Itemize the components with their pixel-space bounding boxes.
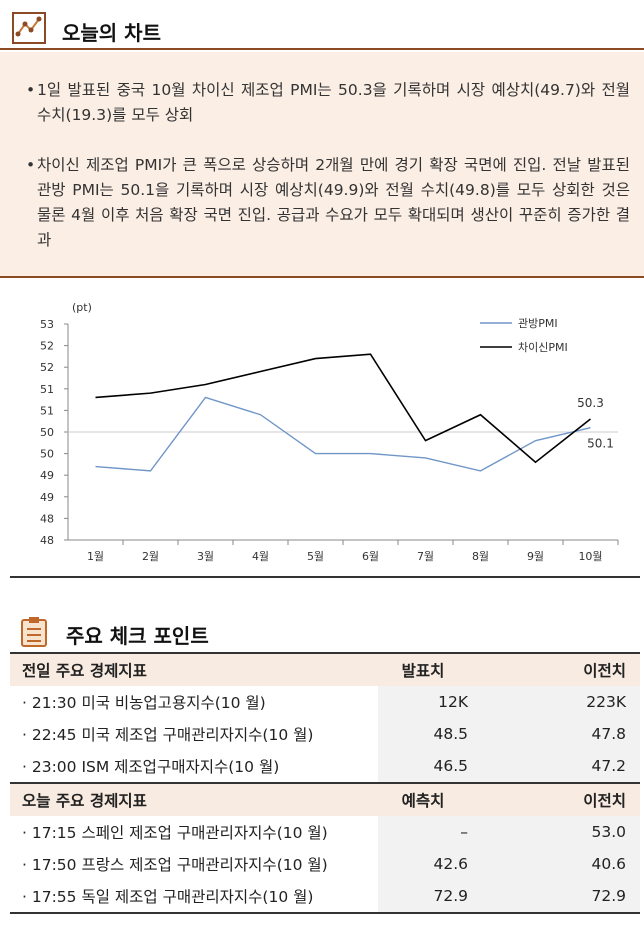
table-cell: – — [378, 816, 476, 848]
y-tick-label: 51 — [40, 383, 54, 396]
header-rule — [0, 48, 644, 50]
bullet: • 차이신 제조업 PMI가 큰 폭으로 상승하며 2개월 만에 경기 확장 국면… — [26, 153, 630, 253]
table-header-row: 오늘 주요 경제지표 예측치 이전치 — [10, 782, 640, 816]
x-tick-label: 5월 — [307, 550, 324, 563]
bullet-text: 1일 발표된 중국 10월 차이신 제조업 PMI는 50.3을 기록하며 시장… — [37, 81, 630, 124]
table-cell: 223K — [476, 686, 640, 718]
table-cell: 발표치 — [378, 652, 476, 686]
table-cell: 47.8 — [476, 718, 640, 750]
unit-label: (pt) — [72, 301, 92, 314]
x-tick-label: 2월 — [142, 550, 159, 563]
x-tick-label: 3월 — [197, 550, 214, 563]
table-header-row: 전일 주요 경제지표 발표치 이전치 — [10, 652, 640, 686]
annotation: 50.1 — [587, 437, 614, 451]
table-cell: 48.5 — [378, 718, 476, 750]
bullet-text: 차이신 제조업 PMI가 큰 폭으로 상승하며 2개월 만에 경기 확장 국면에… — [37, 156, 630, 249]
table-cell: 46.5 — [378, 750, 476, 783]
summary-box — [0, 52, 644, 278]
legend-label: 차이신PMI — [518, 341, 568, 354]
indicator-table: 전일 주요 경제지표 발표치 이전치 · 21:30 미국 비농업고용지수(10 월)… — [10, 652, 640, 914]
y-tick-label: 48 — [40, 534, 54, 547]
table-cell: 전일 주요 경제지표 — [10, 652, 378, 686]
table-row: · 17:15 스페인 제조업 구매관리자지수(10 월) –53.0 — [10, 816, 640, 848]
series-line — [95, 396, 591, 472]
y-tick-label: 48 — [40, 512, 54, 525]
table-cell: · 17:15 스페인 제조업 구매관리자지수(10 월) — [22, 824, 328, 842]
y-tick-label: 49 — [40, 469, 54, 482]
y-tick-label: 49 — [40, 491, 54, 504]
table-cell: 오늘 주요 경제지표 — [10, 782, 378, 816]
table-row: · 22:45 미국 제조업 구매관리자지수(10 월) 48.5 47.8 — [10, 718, 640, 750]
table-cell: 47.2 — [476, 750, 640, 783]
x-tick-label: 6월 — [362, 550, 379, 563]
table-row: · 17:50 프랑스 제조업 구매관리자지수(10 월) 42.6 40.6 — [10, 848, 640, 880]
table-cell: 이전치 — [476, 782, 640, 816]
table-cell: 53.0 — [476, 816, 640, 848]
legend-label: 관방PMI — [518, 317, 558, 330]
table-row: · 21:30 미국 비농업고용지수(10 월) 12K 223K — [10, 686, 640, 718]
y-tick-label: 50 — [40, 426, 54, 439]
y-tick-label: 53 — [40, 318, 54, 331]
chart: (pt) 48 48 49 49 50 50 51 51 52 52 53 1월 2월 3월 4월 5월 6월 7월… — [10, 301, 640, 578]
bullet: • 1일 발표된 중국 10월 차이신 제조업 PMI는 50.3을 기록하며 시… — [26, 78, 630, 128]
table-cell: 72.9 — [378, 880, 476, 914]
x-tick-label: 1월 — [87, 550, 104, 563]
chart-icon — [12, 12, 46, 44]
x-tick-label: 9월 — [527, 550, 544, 563]
clipboard-icon — [21, 617, 47, 647]
table-cell: 72.9 — [476, 880, 640, 914]
x-tick-label: 10월 — [578, 550, 602, 563]
table-cell: · 17:55 독일 제조업 구매관리자지수(10 월) — [10, 880, 378, 914]
table-cell: 42.6 — [378, 848, 476, 880]
y-tick-label: 52 — [40, 361, 54, 374]
x-tick-label: 7월 — [417, 550, 434, 563]
x-tick-label: 8월 — [472, 550, 489, 563]
y-tick-label: 50 — [40, 448, 54, 461]
table-row: · 23:00 ISM 제조업구매자지수(10 월) 46.5 47.2 — [10, 750, 640, 783]
x-tick-label: 4월 — [252, 550, 269, 563]
table-cell: · 17:50 프랑스 제조업 구매관리자지수(10 월) — [22, 856, 328, 874]
table-cell: · 22:45 미국 제조업 구매관리자지수(10 월) — [22, 726, 314, 744]
y-tick-label: 52 — [40, 340, 54, 353]
table-cell: 이전치 — [476, 652, 640, 686]
table-cell: 예측치 — [378, 782, 476, 816]
table-cell: 40.6 — [476, 848, 640, 880]
annotation: 50.3 — [577, 396, 604, 410]
table-row: · 17:55 독일 제조업 구매관리자지수(10 월) 72.9 72.9 — [10, 880, 640, 914]
header-title: 오늘의 차트 — [62, 21, 161, 45]
table-cell: · 21:30 미국 비농업고용지수(10 월) — [22, 694, 266, 712]
section-title: 주요 체크 포인트 — [66, 624, 209, 648]
y-tick-label: 51 — [40, 404, 54, 417]
table-cell: 12K — [378, 686, 476, 718]
table-cell: · 23:00 ISM 제조업구매자지수(10 월) — [22, 758, 280, 776]
series-line — [95, 353, 591, 464]
